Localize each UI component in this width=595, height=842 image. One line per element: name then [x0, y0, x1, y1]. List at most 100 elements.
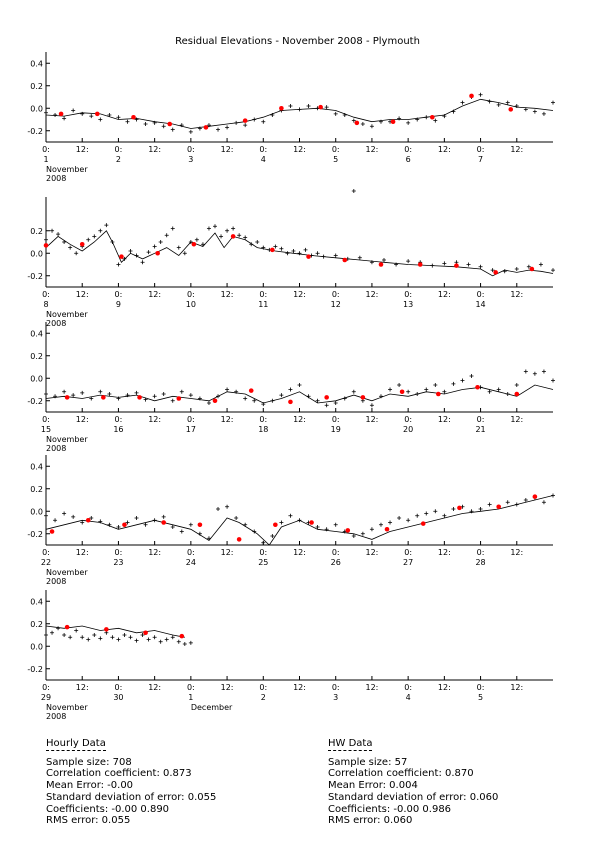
hourly-point: [143, 522, 148, 527]
hourly-point: [200, 242, 205, 247]
hw-point: [197, 522, 203, 528]
hourly-point: [273, 244, 278, 249]
hw-point: [49, 529, 55, 534]
hourly-point: [152, 120, 157, 125]
month-label: November: [46, 568, 88, 577]
hourly-point: [179, 123, 184, 128]
hw-point: [454, 263, 459, 268]
x-tick-label-day: 8: [43, 300, 48, 309]
hourly-point: [143, 122, 148, 126]
hourly-point: [110, 240, 115, 244]
hw-point: [514, 391, 520, 397]
x-tick-label-day: 24: [186, 558, 196, 567]
hourly-point: [170, 226, 175, 231]
x-tick-label-hour: 0:: [187, 415, 195, 424]
x-tick-label-hour: 12:: [365, 415, 378, 424]
hourly-point: [237, 233, 242, 238]
hourly-point: [80, 520, 85, 525]
hw-stat-line: Standard deviation of error: 0.060: [328, 791, 499, 803]
hourly-point: [324, 105, 329, 110]
x-tick-label-hour: 12:: [148, 145, 161, 154]
hourly-point: [170, 635, 175, 640]
x-tick-label-day: 19: [331, 425, 341, 434]
hourly-point: [505, 100, 510, 105]
hourly-point: [369, 527, 374, 532]
year-label: 2008: [46, 174, 66, 183]
x-tick-label-hour: 0:: [42, 548, 50, 557]
hourly-point: [89, 396, 94, 401]
hourly-point: [315, 398, 320, 403]
hourly-point: [206, 401, 211, 405]
x-tick-label-hour: 0:: [42, 290, 50, 299]
hourly-point: [469, 509, 474, 514]
x-tick-label-hour: 12:: [438, 415, 451, 424]
x-tick-label-hour: 0:: [259, 145, 267, 154]
hw-point: [429, 114, 435, 120]
hourly-point: [146, 637, 151, 642]
hourly-point: [71, 108, 76, 113]
hourly-point: [487, 99, 492, 104]
hourly-point: [551, 100, 555, 105]
hourly-point: [188, 393, 193, 398]
hw-point: [248, 388, 254, 393]
hourly-point: [397, 516, 402, 520]
x-tick-label-hour: 12:: [148, 683, 161, 692]
hourly-point: [279, 246, 284, 251]
hourly-point: [206, 123, 211, 128]
y-tick-label: 0.4: [30, 462, 43, 471]
hourly-point: [44, 110, 48, 115]
hourly-point: [382, 258, 386, 262]
hourly-point: [270, 398, 275, 403]
hourly-point: [128, 249, 133, 253]
hourly-point: [176, 639, 181, 644]
hw-point: [58, 111, 64, 117]
hourly-point: [152, 394, 157, 399]
x-tick-label-hour: 0:: [332, 145, 340, 154]
hourly-point: [502, 269, 507, 274]
hourly-point: [170, 127, 175, 132]
x-tick-label-hour: 0:: [115, 415, 123, 424]
y-tick-label: 0.2: [30, 227, 43, 236]
x-tick-label-hour: 0:: [477, 290, 485, 299]
hourly-point: [433, 509, 438, 514]
hourly-point: [176, 245, 181, 250]
hourly-point: [50, 630, 55, 635]
hourly-point: [406, 389, 411, 394]
hw-point: [273, 522, 278, 528]
hourly-point: [424, 115, 429, 120]
hourly-point: [487, 389, 492, 394]
hourly-point: [505, 392, 510, 396]
x-tick-label-hour: 12:: [438, 290, 451, 299]
hourly-point: [92, 234, 97, 239]
hourly-point: [406, 518, 411, 523]
hourly-point: [297, 251, 302, 256]
x-tick-label-day: 4: [406, 693, 411, 702]
hourly-point: [285, 251, 290, 256]
year-label: 2008: [46, 319, 66, 328]
hourly-point: [68, 245, 73, 250]
x-tick-label-hour: 0:: [259, 548, 267, 557]
hourly-point: [243, 235, 248, 240]
x-tick-label-hour: 12:: [510, 683, 523, 692]
hw-point: [212, 398, 218, 404]
hourly-point: [297, 518, 302, 523]
x-tick-label-hour: 0:: [477, 683, 485, 692]
hourly-point: [197, 531, 202, 536]
hourly-point: [388, 387, 393, 392]
hourly-point: [288, 387, 293, 392]
hourly-point: [496, 387, 501, 392]
y-tick-label: 0.2: [30, 620, 43, 629]
hourly-point: [369, 260, 374, 265]
hw-point: [104, 627, 109, 632]
hw-point: [384, 526, 390, 532]
hourly-point: [56, 626, 61, 631]
hourly-point: [44, 392, 48, 396]
hourly-stat-line: Correlation coefficient: 0.873: [46, 768, 192, 780]
hourly-point: [116, 396, 121, 401]
hourly-point: [234, 120, 239, 125]
hourly-point: [53, 113, 58, 117]
x-tick-label-day: 23: [113, 558, 123, 567]
x-tick-label-hour: 0:: [404, 145, 412, 154]
x-tick-label-day: 5: [333, 155, 338, 164]
